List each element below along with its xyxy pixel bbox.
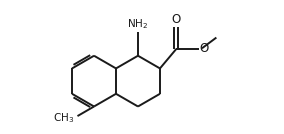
Text: O: O [172,13,181,26]
Text: NH$_2$: NH$_2$ [128,17,149,31]
Text: CH$_3$: CH$_3$ [53,111,74,125]
Text: O: O [199,42,208,55]
